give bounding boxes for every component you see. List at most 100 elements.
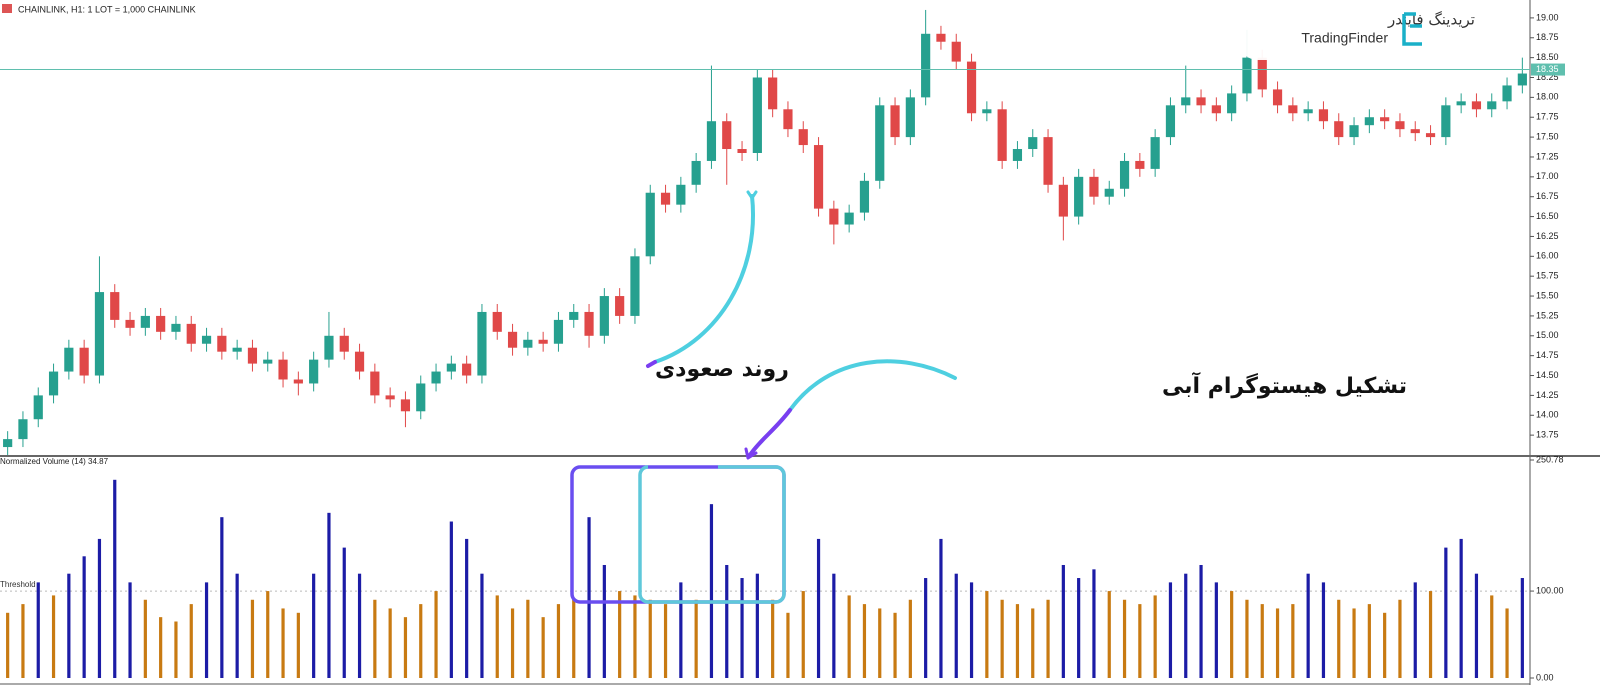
- candle-body: [966, 61, 977, 114]
- volume-bar: [1230, 591, 1234, 678]
- candle-body: [1242, 57, 1252, 94]
- candle-body: [446, 363, 456, 372]
- candle-body: [599, 296, 609, 336]
- volume-bar: [1168, 582, 1173, 678]
- y-tick-label: 100.00: [1536, 585, 1564, 595]
- candle-body: [3, 439, 13, 448]
- candle-body: [645, 192, 655, 257]
- candle-body: [1425, 133, 1436, 138]
- trend-arrow-tip: [646, 360, 657, 368]
- y-tick-label: 18.50: [1536, 52, 1559, 62]
- candle-body: [1181, 97, 1191, 106]
- symbol-header: CHAINLINK, H1: 1 LOT = 1,000 CHAINLINK: [18, 4, 196, 14]
- volume-bar: [893, 612, 897, 678]
- candle-body: [1257, 57, 1267, 90]
- candle-body: [553, 319, 564, 344]
- candle-body: [660, 192, 671, 205]
- volume-bar: [327, 512, 331, 678]
- volume-bar: [510, 608, 515, 678]
- volume-bar: [1321, 582, 1326, 678]
- candle-body: [186, 323, 196, 344]
- symbol-icon: [2, 4, 12, 13]
- candle-body: [584, 311, 594, 336]
- candle-body: [1303, 109, 1313, 114]
- volume-bar: [755, 573, 759, 678]
- y-tick-label: 16.75: [1536, 191, 1559, 201]
- volume-bar: [204, 582, 209, 678]
- candle-body: [1043, 137, 1053, 185]
- volume-bar: [235, 573, 239, 678]
- candle-body: [1227, 93, 1237, 114]
- candle-body: [1074, 176, 1084, 217]
- y-tick-label: 0.00: [1536, 672, 1554, 682]
- y-tick-label: 14.75: [1536, 350, 1559, 360]
- volume-bar: [694, 599, 698, 678]
- candle-body: [232, 347, 242, 352]
- candle-body: [416, 383, 426, 412]
- candle-body: [722, 121, 732, 150]
- y-tick-label: 14.50: [1536, 370, 1559, 380]
- volume-bar: [618, 591, 622, 678]
- candle-body: [905, 97, 915, 138]
- y-tick-label: 14.25: [1536, 390, 1559, 400]
- candle-body: [829, 208, 839, 225]
- volume-bar: [434, 591, 438, 678]
- candle-body: [1318, 109, 1329, 122]
- volume-bar: [1138, 604, 1142, 678]
- volume-bar: [51, 595, 56, 678]
- last-price-label: 18.35: [1536, 64, 1559, 74]
- volume-bar: [281, 608, 285, 678]
- y-tick-label: 17.25: [1536, 151, 1559, 161]
- volume-bar: [771, 599, 775, 678]
- candle-body: [477, 311, 487, 376]
- candle-body: [936, 33, 946, 42]
- y-tick-label: 17.75: [1536, 112, 1559, 122]
- candle-body: [1211, 105, 1221, 114]
- volume-bar: [480, 573, 484, 678]
- trend-arrowhead: [746, 190, 758, 200]
- candle-body: [630, 256, 640, 316]
- last-price-box: [1531, 63, 1565, 76]
- volume-bar: [266, 591, 270, 678]
- candle-body: [1502, 85, 1512, 102]
- volume-bar: [403, 617, 408, 678]
- candle-body: [1395, 121, 1405, 130]
- volume-bar: [1092, 569, 1096, 678]
- volume-bar: [1459, 538, 1463, 678]
- y-tick-label: 17.50: [1536, 131, 1559, 141]
- candle-body: [247, 347, 258, 364]
- candle-body: [1028, 137, 1038, 150]
- candle-body: [859, 180, 870, 213]
- volume-bar: [526, 599, 530, 678]
- candle-body: [33, 395, 43, 420]
- candle-body: [1119, 160, 1130, 189]
- y-tick-label: 16.50: [1536, 211, 1559, 221]
- volume-bar: [312, 573, 316, 678]
- volume-bar: [648, 599, 652, 678]
- volume-bar: [985, 591, 989, 678]
- candle-body: [1380, 117, 1390, 122]
- candle-body: [982, 109, 992, 114]
- volume-bar: [1474, 573, 1479, 678]
- candle-body: [1456, 101, 1466, 106]
- volume-bar: [143, 599, 147, 678]
- volume-bar: [250, 599, 255, 678]
- histogram-arrow-tip: [748, 408, 792, 457]
- candle-body: [1272, 89, 1283, 106]
- volume-bar: [174, 621, 178, 678]
- candle-body: [140, 315, 150, 328]
- volume-bar: [725, 564, 729, 678]
- volume-bar: [1520, 578, 1524, 678]
- volume-bar: [1291, 604, 1295, 678]
- candle-body: [1104, 188, 1114, 197]
- candle-body: [171, 323, 181, 332]
- volume-bar: [97, 538, 102, 678]
- candle-body: [691, 160, 701, 185]
- candle-body: [400, 399, 411, 412]
- candle-body: [370, 371, 380, 396]
- candle-body: [1364, 117, 1374, 126]
- volume-bar: [1490, 595, 1494, 678]
- volume-bar: [1122, 599, 1127, 678]
- volume-bar: [1184, 573, 1188, 678]
